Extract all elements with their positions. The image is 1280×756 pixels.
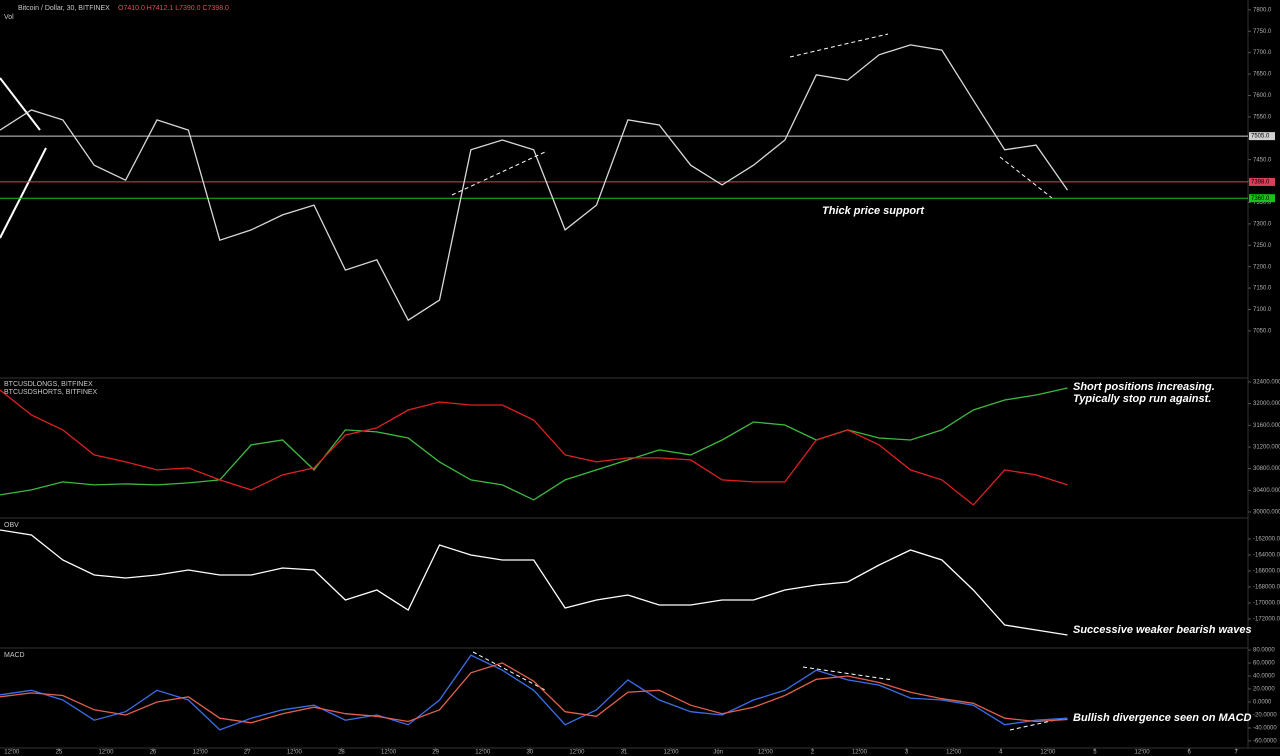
x-tick-label: 7: [1235, 750, 1239, 756]
y-tick-label: -170000.0000: [1253, 601, 1280, 607]
y-tick-label: 30800.0000: [1253, 466, 1280, 472]
x-tick-label: 6: [1187, 750, 1191, 756]
x-tick-label: 30: [526, 750, 533, 756]
x-tick-label: 12:00: [569, 750, 585, 756]
y-tick-label: 40.0000: [1253, 674, 1275, 680]
panel-title: OBV: [4, 522, 19, 529]
x-tick-label: 25: [56, 750, 63, 756]
level-label: 7505.0: [1251, 134, 1270, 140]
ohlc: O7410.0 H7412.1 L7390.0 C7398.0: [118, 5, 229, 12]
x-tick-label: 12:00: [475, 750, 491, 756]
dashed-line: [789, 33, 889, 58]
y-tick-label: -164000.0000: [1253, 553, 1280, 559]
x-tick-label: 12:00: [852, 750, 868, 756]
x-tick-label: 12:00: [98, 750, 114, 756]
y-tick-label: -172000.0000: [1253, 617, 1280, 623]
x-tick-label: 29: [432, 750, 439, 756]
x-tick-label: 12:00: [1135, 750, 1151, 756]
y-tick-label: -60.0000: [1253, 739, 1277, 745]
series-line: [0, 654, 1068, 731]
x-tick-label: 5: [1093, 750, 1097, 756]
y-tick-label: 60.0000: [1253, 661, 1275, 667]
x-tick-label: 27: [244, 750, 251, 756]
wedge-line: [0, 77, 41, 131]
x-tick-label: 12:00: [287, 750, 303, 756]
y-tick-label: 7450.0: [1253, 157, 1272, 163]
y-tick-label: -166000.0000: [1253, 569, 1280, 575]
annotation: Successive weaker bearish waves: [1073, 624, 1252, 636]
volume-label: Vol: [4, 14, 14, 21]
dashed-line: [802, 666, 894, 681]
y-tick-label: -20.0000: [1253, 713, 1277, 719]
y-tick-label: 7050.0: [1253, 328, 1272, 334]
dashed-line: [451, 151, 546, 196]
x-tick-label: Jun: [713, 750, 723, 756]
x-tick-label: 3: [905, 750, 909, 756]
legend-entry: BTCUSDSHORTS, BITFINEX: [4, 389, 98, 396]
series-line: [0, 529, 1068, 636]
level-label: 7360.0: [1251, 196, 1270, 202]
y-tick-label: 7200.0: [1253, 264, 1272, 270]
level-tag: [1249, 194, 1275, 203]
x-tick-label: 12:00: [664, 750, 680, 756]
annotation: Thick price support: [822, 205, 925, 217]
y-tick-label: 32000.0000: [1253, 401, 1280, 407]
y-tick-label: 7300.0: [1253, 221, 1272, 227]
series-line: [0, 387, 1068, 501]
series-line: [0, 389, 1068, 506]
y-tick-label: 7550.0: [1253, 114, 1272, 120]
x-tick-label: 12:00: [381, 750, 397, 756]
y-tick-label: -162000.0000: [1253, 537, 1280, 543]
annotation: Short positions increasing.: [1073, 381, 1215, 393]
y-tick-label: 20.0000: [1253, 687, 1275, 693]
x-tick-label: 12:00: [946, 750, 962, 756]
x-tick-label: 12:00: [758, 750, 774, 756]
legend-entry: BTCUSDLONGS, BITFINEX: [4, 381, 93, 388]
y-tick-label: 7650.0: [1253, 72, 1272, 78]
y-tick-label: 31600.0000: [1253, 423, 1280, 429]
x-tick-label: 12:00: [1040, 750, 1056, 756]
level-tag: [1249, 132, 1275, 141]
x-tick-label: 2: [811, 750, 815, 756]
x-tick-label: 12:00: [193, 750, 209, 756]
y-tick-label: 7700.0: [1253, 50, 1272, 56]
wedge-line: [0, 147, 47, 239]
x-tick-label: 28: [338, 750, 345, 756]
y-tick-label: 0.0000: [1253, 700, 1272, 706]
x-tick-label: 4: [999, 750, 1003, 756]
annotation: Typically stop run against.: [1073, 393, 1211, 405]
dashed-line: [1009, 717, 1066, 731]
level-tag: [1249, 177, 1275, 186]
trendlines: [0, 33, 1066, 731]
x-tick-label: 26: [150, 750, 157, 756]
y-tick-label: -168000.0000: [1253, 585, 1280, 591]
y-tick-label: 80.0000: [1253, 648, 1275, 654]
y-tick-label: 30000.0000: [1253, 510, 1280, 516]
x-tick-label: 31: [621, 750, 628, 756]
y-tick-label: 7600.0: [1253, 93, 1272, 99]
series-line: [0, 662, 1068, 724]
y-tick-label: 30400.0000: [1253, 488, 1280, 494]
x-tick-label: 12:00: [4, 750, 20, 756]
panel-title: MACD: [4, 652, 25, 659]
y-tick-label: 31200.0000: [1253, 445, 1280, 451]
symbol-title: Bitcoin / Dollar, 30, BITFINEX: [18, 5, 110, 12]
y-tick-label: 7800.0: [1253, 7, 1272, 13]
level-label: 7398.0: [1251, 180, 1270, 186]
annotation: Bullish divergence seen on MACD: [1073, 712, 1252, 724]
y-tick-label: 32400.0000: [1253, 380, 1280, 386]
series-line: [0, 44, 1069, 322]
y-tick-label: 7150.0: [1253, 286, 1272, 292]
y-tick-label: 7250.0: [1253, 243, 1272, 249]
y-tick-label: -40.0000: [1253, 726, 1277, 732]
y-tick-label: 7750.0: [1253, 29, 1272, 35]
y-tick-label: 7100.0: [1253, 307, 1272, 313]
y-tick-label: 7350.0: [1253, 200, 1272, 206]
